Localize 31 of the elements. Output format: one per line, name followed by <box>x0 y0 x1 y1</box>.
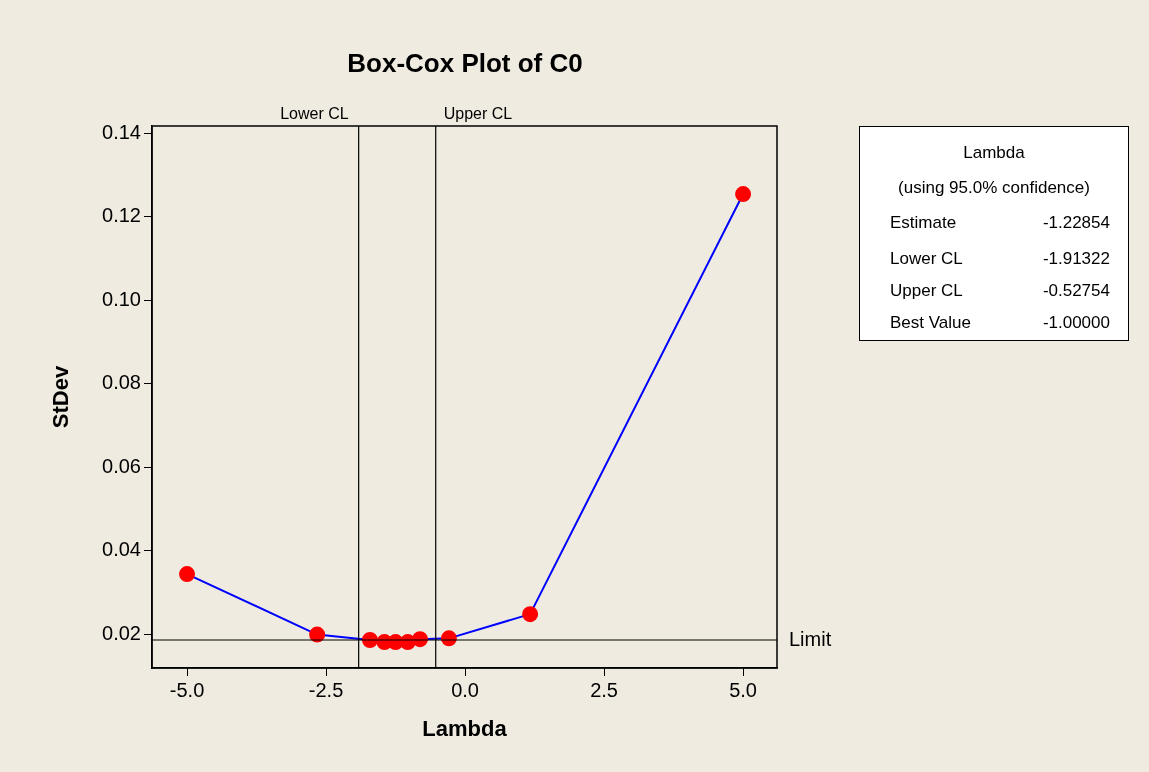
chart-title: Box-Cox Plot of C0 <box>347 48 583 79</box>
x-tick-label: 5.0 <box>729 678 757 701</box>
text: Lambda <box>962 142 1026 164</box>
point <box>522 606 539 623</box>
y-tick-label: 0.04 <box>102 538 141 561</box>
text: Upper CL <box>890 280 963 302</box>
point <box>179 566 196 583</box>
text: Lower CL <box>890 248 963 270</box>
ref-line-label: Limit <box>789 627 832 650</box>
x-tick-label: 0.0 <box>451 678 479 701</box>
y-tick-label: 0.06 <box>102 454 141 477</box>
text: (using 95.0% confidence) <box>897 177 1091 199</box>
y-tick-label: 0.14 <box>102 120 141 143</box>
x-tick-label: 2.5 <box>590 678 618 701</box>
text: -0.52754 <box>1042 280 1110 302</box>
x-tick-label: -5.0 <box>169 678 205 701</box>
text: -1.91322 <box>1042 248 1110 270</box>
point <box>735 186 752 203</box>
text: -1.00000 <box>1042 312 1110 334</box>
text: Estimate <box>890 212 957 234</box>
y-axis-title: StDev <box>48 365 74 429</box>
y-tick-label: 0.02 <box>102 621 141 644</box>
ref-line-label: Lower CL <box>280 105 349 123</box>
text: Best Value <box>890 312 971 334</box>
y-tick-label: 0.10 <box>102 287 141 310</box>
ref-line-label: Upper CL <box>443 105 513 123</box>
y-tick-label: 0.08 <box>102 371 141 394</box>
x-axis-title: Lambda <box>422 715 508 741</box>
y-tick-label: 0.12 <box>102 204 141 227</box>
text: -1.22854 <box>1042 212 1110 234</box>
x-tick-label: -2.5 <box>308 678 344 701</box>
